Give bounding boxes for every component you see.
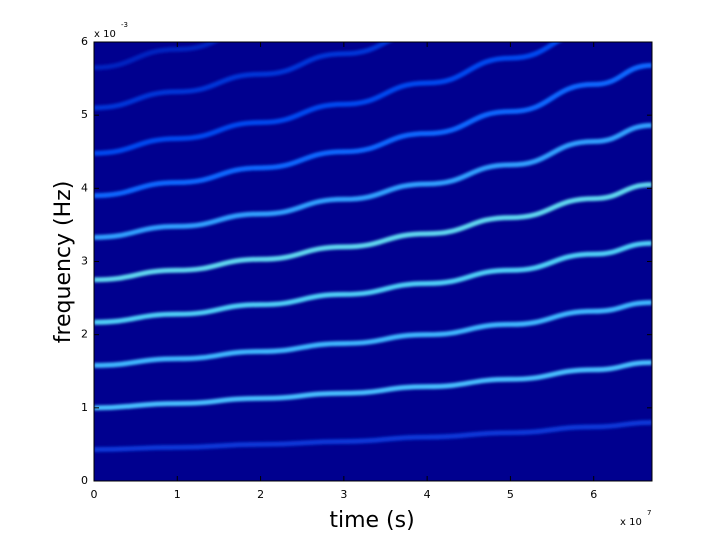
x-tick-label: 6 bbox=[590, 488, 597, 501]
y-tick-label: 4 bbox=[81, 181, 88, 194]
y-tick-label: 2 bbox=[81, 328, 88, 341]
x-tick-label: 0 bbox=[91, 488, 98, 501]
y-tick-label: 3 bbox=[81, 255, 88, 268]
spectral-track bbox=[94, 42, 561, 156]
x-tick-label: 5 bbox=[507, 488, 514, 501]
spectral-track bbox=[94, 182, 652, 283]
y-multiplier-exponent: -3 bbox=[121, 21, 128, 29]
y-axis-title: frequency (Hz) bbox=[51, 181, 76, 344]
y-multiplier: x 10 bbox=[94, 29, 116, 40]
spectral-track bbox=[94, 299, 652, 368]
x-multiplier-exponent: 7 bbox=[647, 509, 651, 517]
x-tick-label: 4 bbox=[424, 488, 431, 501]
spectral-track bbox=[94, 359, 652, 411]
x-multiplier: x 10 bbox=[620, 517, 642, 528]
y-tick-label: 5 bbox=[81, 108, 88, 121]
y-tick-label: 6 bbox=[81, 35, 88, 48]
spectral-track bbox=[94, 419, 652, 453]
y-tick-label: 1 bbox=[81, 401, 88, 414]
plot-background bbox=[94, 42, 652, 481]
x-axis-title: time (s) bbox=[329, 508, 414, 533]
y-tick-label: 0 bbox=[81, 474, 88, 487]
spectral-track bbox=[94, 42, 219, 71]
tracks bbox=[94, 42, 652, 453]
spectral-track bbox=[94, 42, 392, 111]
x-tick-label: 1 bbox=[174, 488, 181, 501]
spectral-track bbox=[94, 240, 652, 325]
x-tick-label: 3 bbox=[340, 488, 347, 501]
spectral-track bbox=[94, 122, 652, 240]
x-tick-label: 2 bbox=[257, 488, 264, 501]
spectral-track bbox=[94, 62, 652, 199]
